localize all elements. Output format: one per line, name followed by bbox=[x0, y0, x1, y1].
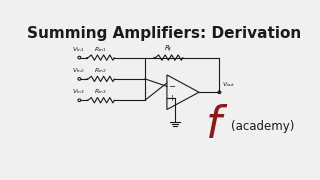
Text: $R_{\mathregular{in2}}$: $R_{\mathregular{in2}}$ bbox=[94, 66, 107, 75]
Text: $V_{\mathregular{in2}}$: $V_{\mathregular{in2}}$ bbox=[72, 66, 84, 75]
Text: Summing Amplifiers: Derivation: Summing Amplifiers: Derivation bbox=[27, 26, 301, 41]
Text: (academy): (academy) bbox=[231, 120, 294, 133]
Text: $\mathit{f}$: $\mathit{f}$ bbox=[205, 104, 228, 147]
Text: $R_{\mathregular{in3}}$: $R_{\mathregular{in3}}$ bbox=[94, 88, 107, 96]
Text: −: − bbox=[168, 82, 175, 91]
Text: $V_{\mathregular{in1}}$: $V_{\mathregular{in1}}$ bbox=[72, 45, 84, 54]
Text: $R_{\mathregular{in1}}$: $R_{\mathregular{in1}}$ bbox=[94, 45, 107, 54]
Text: $R_{\mathregular{f}}$: $R_{\mathregular{f}}$ bbox=[164, 44, 173, 54]
Text: $V_{\mathregular{in3}}$: $V_{\mathregular{in3}}$ bbox=[72, 88, 84, 96]
Text: $V_{\mathregular{out}}$: $V_{\mathregular{out}}$ bbox=[222, 80, 235, 89]
Text: +: + bbox=[168, 94, 175, 103]
